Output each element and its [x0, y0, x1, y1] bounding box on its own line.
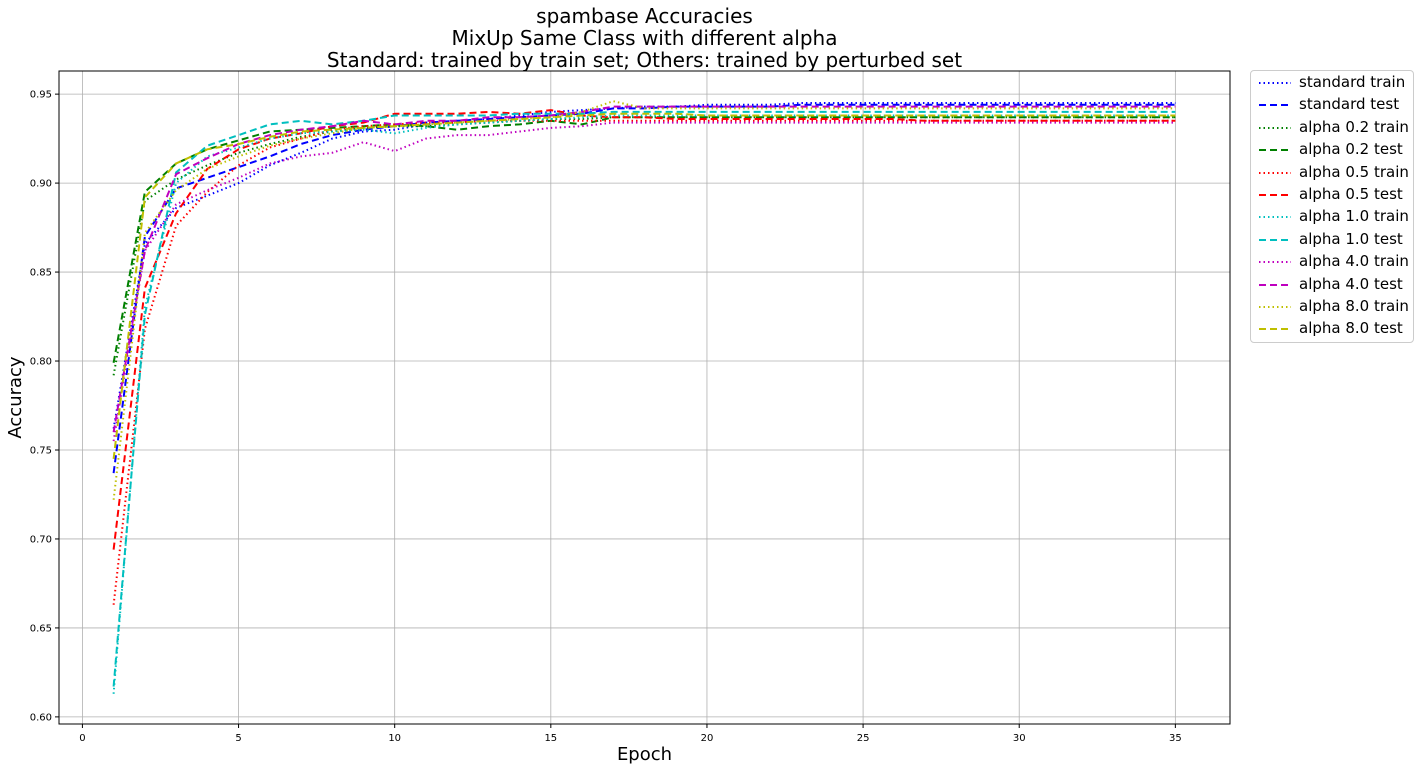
legend-label: alpha 1.0 train: [1299, 207, 1409, 226]
legend-label: alpha 1.0 test: [1299, 229, 1403, 248]
legend-swatch: [1259, 283, 1291, 286]
series-line-alpha-0-2-test: [112, 116, 1176, 363]
x-tick-label: 30: [1013, 733, 1026, 744]
legend-item: standard train: [1251, 72, 1415, 94]
legend-label: alpha 4.0 train: [1299, 252, 1409, 271]
legend-item: alpha 0.5 test: [1251, 184, 1415, 206]
series-layer: [112, 100, 1176, 694]
x-tick-label: 25: [857, 733, 870, 744]
series-line-alpha-4-0-test: [112, 105, 1176, 433]
chart-title-line-3: Standard: trained by train set; Others: …: [326, 48, 963, 72]
legend-label: standard test: [1299, 95, 1400, 114]
series-line-alpha-4-0-train: [112, 121, 1176, 442]
legend-swatch: [1259, 194, 1291, 196]
legend-label: alpha 8.0 train: [1299, 297, 1409, 315]
legend-label: alpha 0.5 train: [1299, 162, 1409, 181]
legend-item: standard test: [1251, 94, 1415, 116]
legend-label: alpha 4.0 test: [1299, 274, 1403, 293]
tick-layer: 0 5 10 15 20 25 30 35 0.60 0.65 0.70 0.75 0.80 0.85 0.…: [30, 90, 1182, 744]
chart-title-line-1: spambase Accuracies: [536, 4, 753, 28]
legend-item: alpha 4.0 train: [1251, 251, 1415, 273]
y-tick-label: 0.60: [30, 712, 52, 723]
legend-item: alpha 0.2 test: [1251, 139, 1415, 161]
chart-legend: standard train standard test alpha 0.2 tra…: [1250, 70, 1414, 343]
series-line-standard-train: [112, 102, 1176, 429]
series-line-alpha-0-5-train: [112, 119, 1176, 605]
legend-label: alpha 8.0 test: [1299, 319, 1403, 338]
legend-item: alpha 1.0 test: [1251, 229, 1415, 251]
x-tick-label: 35: [1169, 733, 1182, 744]
legend-item: alpha 0.2 train: [1251, 117, 1415, 139]
y-tick-label: 0.65: [30, 623, 52, 634]
legend-swatch: [1259, 328, 1291, 331]
legend-swatch: [1259, 261, 1291, 264]
y-tick-label: 0.80: [30, 357, 52, 368]
y-tick-label: 0.85: [30, 268, 52, 279]
grid-layer: [59, 71, 1230, 724]
legend-swatch: [1259, 171, 1291, 174]
plot-area-frame: [58, 70, 1231, 725]
legend-swatch: [1259, 104, 1291, 107]
chart-title-line-2: MixUp Same Class with different alpha: [451, 26, 838, 50]
legend-label: alpha 0.2 test: [1299, 140, 1403, 159]
y-axis-label: Accuracy: [5, 356, 26, 439]
legend-swatch: [1259, 126, 1291, 129]
legend-label: alpha 0.2 train: [1299, 117, 1409, 136]
series-line-alpha-8-0-test: [112, 112, 1176, 460]
legend-item: alpha 8.0 train: [1251, 296, 1415, 318]
series-line-alpha-8-0-train: [112, 100, 1176, 500]
legend-item: alpha 1.0 train: [1251, 206, 1415, 228]
series-line-alpha-1-0-test: [112, 110, 1176, 687]
legend-item: alpha 4.0 test: [1251, 274, 1415, 296]
x-tick-label: 15: [544, 733, 557, 744]
legend-swatch: [1259, 306, 1291, 308]
legend-swatch: [1259, 216, 1291, 219]
legend-item: alpha 8.0 test: [1251, 318, 1415, 340]
x-tick-label: 0: [79, 733, 85, 744]
y-tick-label: 0.70: [30, 534, 52, 545]
legend-item: alpha 0.5 train: [1251, 162, 1415, 184]
series-line-alpha-0-5-test: [112, 109, 1176, 550]
x-axis-label: Epoch: [617, 744, 672, 765]
series-line-standard-test: [112, 103, 1176, 474]
y-tick-label: 0.95: [30, 90, 52, 101]
x-tick-label: 5: [235, 733, 241, 744]
legend-label: alpha 0.5 test: [1299, 185, 1403, 203]
y-tick-label: 0.75: [30, 445, 52, 456]
legend-swatch: [1259, 238, 1291, 241]
y-tick-label: 0.90: [30, 179, 52, 190]
x-tick-label: 10: [388, 733, 401, 744]
legend-label: standard train: [1299, 73, 1406, 91]
legend-swatch: [1259, 82, 1291, 84]
legend-swatch: [1259, 149, 1291, 152]
x-tick-label: 20: [701, 733, 714, 744]
series-line-alpha-1-0-train: [112, 114, 1176, 694]
